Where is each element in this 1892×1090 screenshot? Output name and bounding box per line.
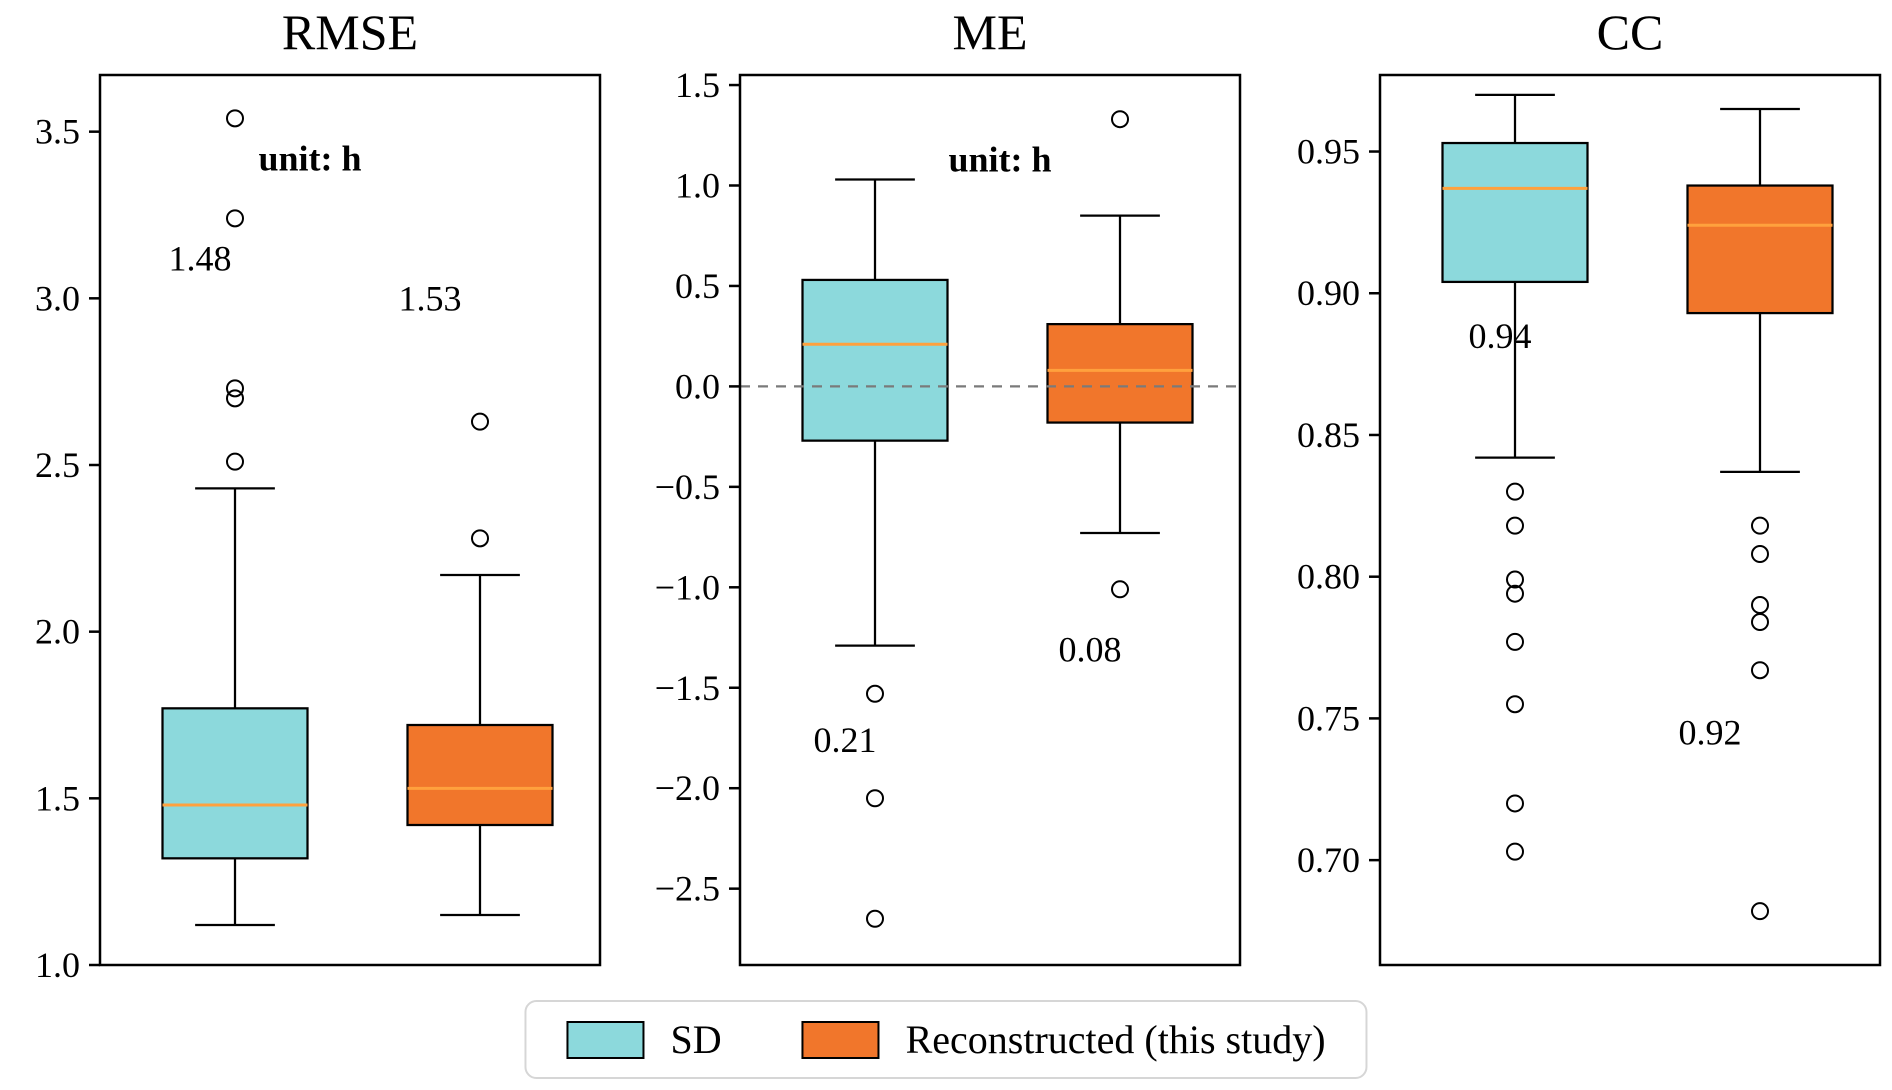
- outlier-point: [1751, 661, 1769, 680]
- legend: SD Reconstructed (this study): [524, 1000, 1368, 1079]
- outlier-point: [226, 452, 244, 471]
- median-annotation: 0.21: [814, 720, 877, 760]
- y-tick-label: −2.0: [655, 768, 720, 808]
- outlier-point: [1506, 695, 1524, 714]
- outlier-point: [1506, 516, 1524, 535]
- y-tick-label: −0.5: [655, 467, 720, 507]
- y-tick-label: 0.85: [1297, 415, 1360, 455]
- y-tick-label: 0.95: [1297, 132, 1360, 172]
- legend-swatch-sd: [566, 1020, 645, 1059]
- outlier-point: [1506, 570, 1524, 589]
- median-annotation: 0.08: [1059, 630, 1122, 670]
- box-sd: [801, 278, 949, 442]
- y-tick-label: −1.0: [655, 567, 720, 607]
- box-sd: [1441, 141, 1589, 284]
- y-tick-label: 0.5: [675, 266, 720, 306]
- y-tick-label: 2.0: [35, 612, 80, 652]
- unit-annotation: unit: h: [948, 139, 1051, 179]
- legend-label-sd: SD: [670, 1017, 722, 1062]
- panel-me: 1.5 1.0 0.5 0.0 −0.5 −1.0 −1.5 −2.0 −2.5 0.21 0.08…: [655, 65, 1242, 967]
- box-reconstructed: [1046, 322, 1194, 424]
- y-tick-label: −1.5: [655, 668, 720, 708]
- panel-cc: 0.95 0.90 0.85 0.80 0.75 0.70 0.94 0.92: [1297, 73, 1882, 967]
- median-annotation: 0.92: [1679, 713, 1742, 753]
- box-reconstructed: [1686, 184, 1834, 315]
- outlier-point: [1111, 110, 1129, 129]
- y-tick-label: 2.5: [35, 445, 80, 485]
- y-tick-label: 0.80: [1297, 557, 1360, 597]
- axis-frame: [1378, 73, 1882, 967]
- y-tick-label: 3.0: [35, 278, 80, 318]
- panel-rmse: 1.0 1.5 2.0 2.5 3.0 3.5 1.48 1.53 unit: h: [35, 73, 602, 985]
- outlier-point: [1506, 632, 1524, 651]
- outlier-point: [226, 109, 244, 128]
- outlier-point: [471, 412, 489, 431]
- y-tick-label: 0.0: [675, 366, 720, 406]
- outlier-point: [1506, 794, 1524, 813]
- y-tick-label: 3.5: [35, 112, 80, 152]
- y-tick-label: 1.0: [675, 165, 720, 205]
- outlier-point: [471, 529, 489, 548]
- outlier-point: [226, 389, 244, 408]
- axis-frame: [738, 73, 1242, 967]
- outlier-point: [1506, 482, 1524, 501]
- legend-item-reconstructed: Reconstructed (this study): [801, 1016, 1326, 1063]
- outlier-point: [1751, 902, 1769, 921]
- y-tick-label: 0.75: [1297, 698, 1360, 738]
- legend-label-reconstructed: Reconstructed (this study): [905, 1017, 1326, 1062]
- y-tick-label: 1.5: [675, 65, 720, 105]
- median-annotation: 1.53: [399, 278, 462, 318]
- y-tick-label: 1.0: [35, 945, 80, 985]
- outlier-point: [1751, 613, 1769, 632]
- outlier-point: [226, 379, 244, 398]
- outlier-point: [1751, 596, 1769, 615]
- outlier-point: [226, 209, 244, 228]
- panel-title-rmse: RMSE: [281, 4, 419, 60]
- outlier-point: [1111, 580, 1129, 599]
- outlier-point: [1506, 584, 1524, 603]
- box-sd: [161, 707, 309, 860]
- unit-annotation: unit: h: [258, 138, 361, 178]
- outlier-point: [1506, 842, 1524, 861]
- median-annotation: 1.48: [169, 238, 232, 278]
- outlier-point: [1751, 516, 1769, 535]
- outlier-point: [1751, 545, 1769, 564]
- axis-frame: [98, 73, 602, 967]
- box-reconstructed: [406, 723, 554, 827]
- outlier-point: [866, 789, 884, 808]
- legend-swatch-reconstructed: [801, 1020, 880, 1059]
- median-annotation: 0.94: [1469, 316, 1532, 356]
- legend-item-sd: SD: [566, 1016, 722, 1063]
- panel-title-me: ME: [952, 4, 1028, 60]
- outlier-point: [866, 684, 884, 703]
- y-tick-label: −2.5: [655, 869, 720, 909]
- panel-title-cc: CC: [1596, 4, 1664, 60]
- y-tick-label: 0.70: [1297, 840, 1360, 880]
- y-tick-label: 0.90: [1297, 273, 1360, 313]
- outlier-point: [866, 909, 884, 928]
- y-tick-label: 1.5: [35, 778, 80, 818]
